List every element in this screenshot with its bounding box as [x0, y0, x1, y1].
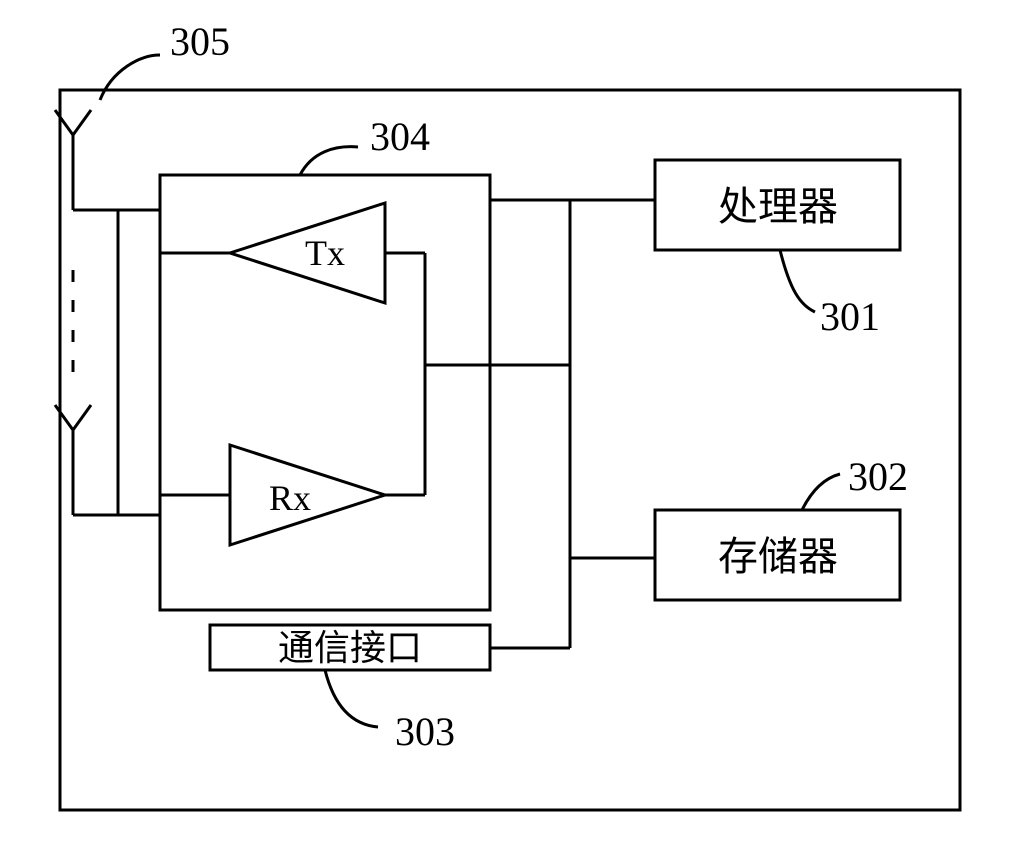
- callout-c303-label: 303: [395, 709, 455, 754]
- antenna-top-y-right: [73, 110, 91, 135]
- callout-c301-curve: [780, 250, 815, 312]
- tx-label: Tx: [305, 233, 345, 273]
- callout-c304-curve: [300, 147, 358, 175]
- processor-label: 处理器: [718, 184, 838, 229]
- antenna-top-y-left: [55, 110, 73, 135]
- callout-c305-label: 305: [170, 19, 230, 64]
- rx-label: Rx: [269, 478, 311, 518]
- antenna-bottom-y-right: [73, 405, 91, 430]
- antenna-bottom-y-left: [55, 405, 73, 430]
- comm-interface-label: 通信接口: [278, 628, 422, 668]
- callout-c303-curve: [325, 670, 378, 727]
- callout-c304-label: 304: [370, 114, 430, 159]
- callout-c302-curve: [802, 474, 840, 510]
- callout-c305-curve: [100, 55, 160, 100]
- memory-label: 存储器: [718, 534, 838, 579]
- callout-c301-label: 301: [820, 294, 880, 339]
- callout-c302-label: 302: [848, 454, 908, 499]
